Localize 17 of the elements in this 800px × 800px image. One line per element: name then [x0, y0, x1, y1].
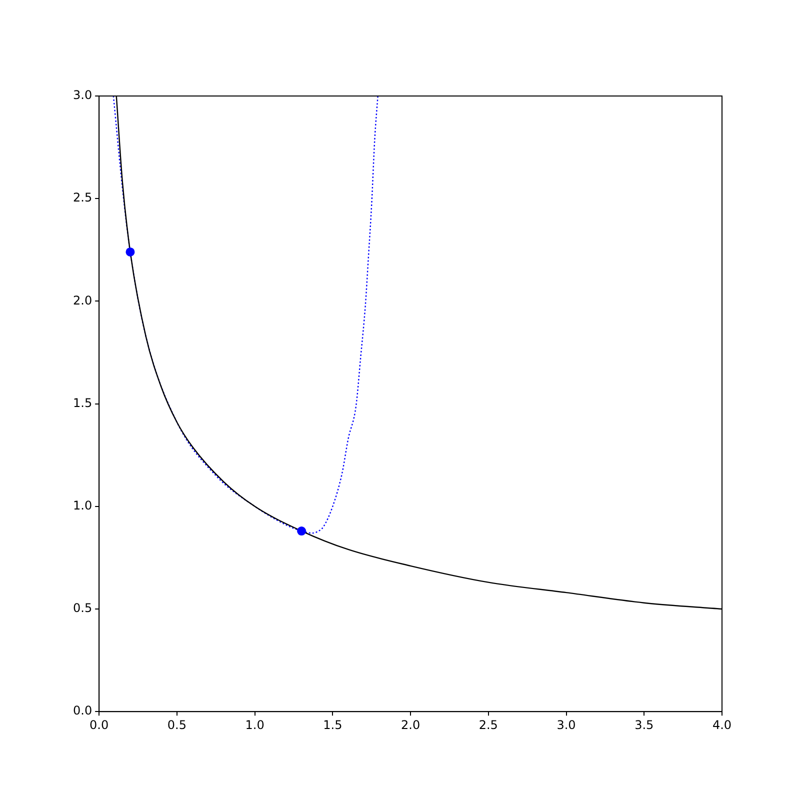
x-tick-label: 1.0: [245, 718, 264, 732]
y-tick-label: 1.5: [72, 396, 92, 410]
y-tick-label: 3.0: [72, 88, 92, 102]
line-series: [112, 96, 378, 534]
x-tick-label: 4.0: [712, 718, 732, 732]
y-tick-label: 0.5: [72, 601, 92, 616]
x-tick-label: 0.0: [90, 718, 109, 732]
x-tick-label: 2.5: [478, 718, 498, 732]
x-tick-label: 3.0: [556, 718, 576, 732]
x-tick-label: 0.5: [167, 718, 186, 732]
y-tick-label: 0.0: [72, 704, 92, 718]
y-tick-label: 2.0: [72, 293, 92, 308]
x-tick-label: 3.5: [634, 718, 654, 732]
x-tick-label: 1.5: [323, 718, 342, 732]
y-tick-label: 1.0: [72, 498, 92, 513]
x-tick-label: 2.0: [400, 718, 420, 732]
y-tick-label: 2.5: [72, 190, 92, 205]
